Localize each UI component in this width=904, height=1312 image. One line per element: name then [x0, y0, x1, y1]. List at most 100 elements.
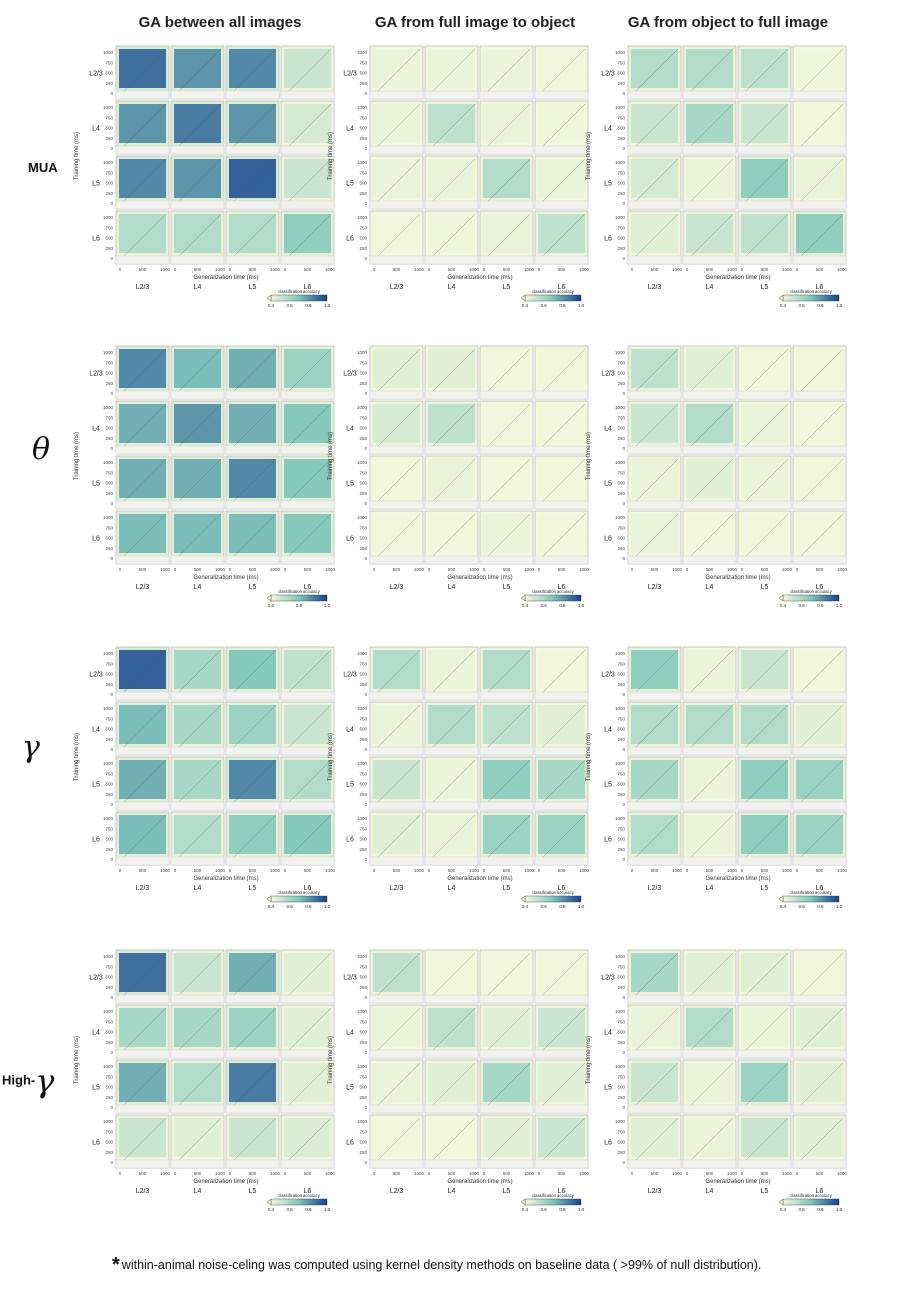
diagonal-line — [740, 213, 789, 262]
colorbar-title: classification accuracy — [790, 1193, 833, 1198]
x-tick-label: 1000 — [325, 567, 336, 572]
diagonal-line — [118, 814, 167, 863]
y-tick-label: 0 — [364, 256, 367, 261]
footnote: * within-animal noise-celing was computed… — [112, 1254, 761, 1281]
y-tick-label: 250 — [359, 1095, 367, 1100]
row-layer-label: L5 — [92, 481, 100, 488]
y-tick-label: 750 — [617, 1074, 625, 1079]
baseline-strip — [115, 500, 170, 510]
ga-panel-fill — [428, 214, 475, 253]
x-tick-label: 0 — [229, 567, 232, 572]
y-tick-label: 500 — [617, 837, 625, 842]
x-tick-label: 500 — [503, 1171, 511, 1176]
ga-panel-fill — [631, 214, 678, 253]
ga-panel-fill — [538, 1118, 585, 1157]
x-axis-label: Generalization time (ms) — [705, 1179, 770, 1185]
y-tick-label: 0 — [110, 1105, 113, 1110]
ga-panel-fill — [538, 1063, 585, 1102]
row-layer-label: L5 — [604, 782, 612, 789]
y-tick-label: 1000 — [615, 160, 626, 165]
y-axis-label: Training time (ms) — [74, 132, 80, 180]
x-tick-label: 0 — [373, 868, 376, 873]
x-tick-label: 500 — [558, 567, 566, 572]
diagonal-line — [795, 213, 844, 262]
y-tick-label: 500 — [359, 782, 367, 787]
y-tick-label: 750 — [105, 964, 113, 969]
baseline-strip — [170, 691, 225, 701]
column-layer-label: L6 — [304, 885, 312, 892]
ga-panel-fill — [483, 760, 530, 799]
x-tick-label: 500 — [249, 1171, 257, 1176]
ga-panel-fill — [119, 1063, 166, 1102]
ga-panel-fill — [428, 815, 475, 854]
ga-panel-fill — [796, 514, 843, 553]
diagonal-line — [537, 1062, 586, 1111]
y-tick-label: 500 — [105, 536, 113, 541]
ga-panel-fill — [796, 1008, 843, 1047]
x-tick-label: 0 — [428, 567, 431, 572]
column-layer-label: L5 — [503, 885, 511, 892]
baseline-strip — [225, 90, 280, 100]
baseline-strip — [479, 1049, 534, 1059]
baseline-strip — [682, 856, 737, 866]
row-layer-label: L6 — [604, 536, 612, 543]
diagonal-line — [427, 513, 476, 562]
x-axis-label: Generalization time (ms) — [193, 575, 258, 581]
row-layer-label: L2/3 — [343, 975, 357, 982]
ga-panel-fill — [284, 953, 331, 992]
column-layer-label: L6 — [304, 584, 312, 591]
y-tick-label: 1000 — [615, 215, 626, 220]
ga-panel-fill — [373, 1063, 420, 1102]
diagonal-line — [427, 759, 476, 808]
diagonal-line — [482, 1007, 531, 1056]
x-tick-label: 0 — [119, 1171, 122, 1176]
x-tick-label: 0 — [741, 1171, 744, 1176]
ga-panel-fill — [796, 404, 843, 443]
x-tick-label: 0 — [428, 267, 431, 272]
diagonal-line — [118, 513, 167, 562]
y-tick-label: 1000 — [357, 460, 368, 465]
y-tick-label: 250 — [359, 136, 367, 141]
colorbar — [524, 594, 582, 602]
colorbar — [524, 895, 582, 903]
x-tick-label: 0 — [119, 567, 122, 572]
row-layer-label: L4 — [92, 126, 100, 133]
row-layer-label: L4 — [92, 426, 100, 433]
baseline-strip — [479, 555, 534, 565]
ga-panel-fill — [284, 514, 331, 553]
y-tick-label: 1000 — [357, 651, 368, 656]
x-tick-label: 0 — [631, 868, 634, 873]
baseline-strip — [534, 200, 589, 210]
ga-panel-fill — [796, 1118, 843, 1157]
diagonal-line — [482, 1062, 531, 1111]
colorbar-extend-arrow — [778, 895, 784, 903]
row-layer-label: L6 — [604, 1140, 612, 1147]
diagonal-line — [482, 704, 531, 753]
ga-panel-fill — [284, 104, 331, 143]
ga-panel-fill — [686, 159, 733, 198]
column-layer-label: L5 — [249, 584, 257, 591]
x-tick-label: 500 — [448, 567, 456, 572]
y-axis-label: Training time (ms) — [328, 132, 334, 180]
x-tick-label: 1000 — [160, 567, 171, 572]
ga-panel-fill — [284, 1118, 331, 1157]
ga-panel-fill — [229, 214, 276, 253]
baseline-strip — [479, 1159, 534, 1169]
diagonal-line — [482, 403, 531, 452]
diagonal-line — [173, 814, 222, 863]
diagonal-line — [740, 1062, 789, 1111]
y-tick-label: 1000 — [615, 105, 626, 110]
baseline-strip — [280, 445, 335, 455]
row-layer-label: L5 — [604, 1085, 612, 1092]
y-tick-label: 1000 — [357, 215, 368, 220]
x-tick-label: 0 — [538, 868, 541, 873]
y-tick-label: 750 — [617, 1019, 625, 1024]
baseline-strip — [170, 801, 225, 811]
y-tick-label: 0 — [110, 802, 113, 807]
ga-panel-fill — [686, 1063, 733, 1102]
ga-panel-fill — [483, 214, 530, 253]
row-label-gamma: γ — [22, 730, 40, 765]
y-tick-label: 0 — [364, 995, 367, 1000]
ga-panel-fill — [284, 1063, 331, 1102]
ga-panel-fill — [741, 650, 788, 689]
